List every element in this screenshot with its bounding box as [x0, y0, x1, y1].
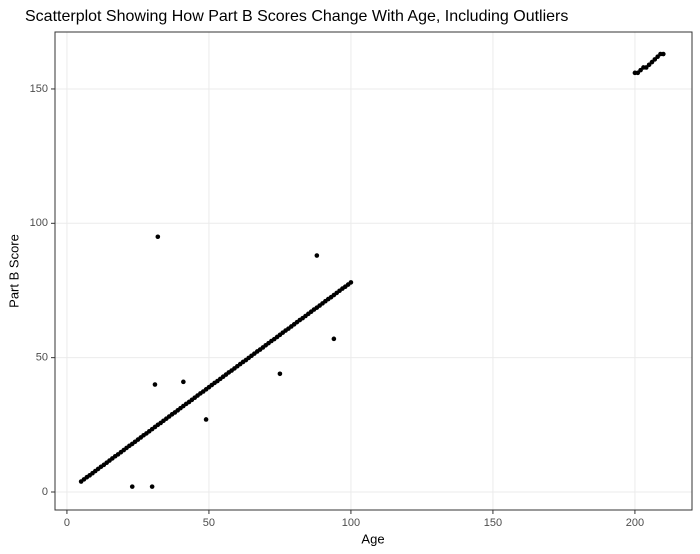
y-axis-label: Part B Score [6, 234, 21, 308]
point [203, 417, 209, 422]
x-tick-label: 150 [484, 517, 502, 529]
y-tick-label: 100 [30, 217, 48, 229]
point [314, 253, 320, 258]
point [331, 336, 337, 342]
x-tick-label: 50 [203, 517, 215, 529]
point [181, 379, 186, 385]
point [348, 280, 354, 285]
point [129, 484, 135, 489]
x-tick-label: 200 [626, 517, 644, 529]
plot-border [54, 31, 693, 511]
point [149, 484, 155, 489]
point [661, 51, 666, 57]
chart-title: Scatterplot Showing How Part B Scores Ch… [25, 8, 568, 25]
point [277, 371, 283, 377]
x-axis-label: Age [361, 531, 384, 546]
x-tick-label: 0 [64, 517, 70, 529]
point [155, 234, 161, 240]
y-tick-label: 0 [42, 486, 48, 498]
point [152, 382, 158, 387]
x-tick-label: 100 [342, 517, 360, 529]
y-tick-label: 150 [30, 83, 48, 95]
y-tick-label: 50 [36, 352, 48, 364]
